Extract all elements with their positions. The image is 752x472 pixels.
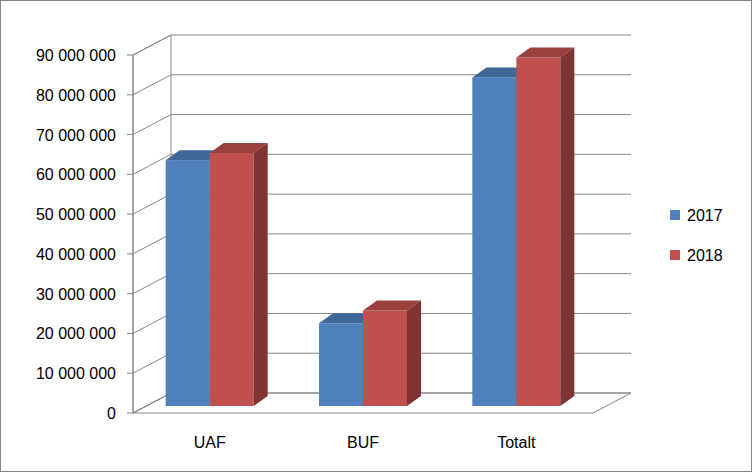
tick-mark — [127, 413, 133, 414]
y-tick-label: 90 000 000 — [36, 47, 116, 64]
y-tick-label: 50 000 000 — [36, 206, 116, 223]
bar-front — [516, 58, 560, 406]
y-tick-label: 70 000 000 — [36, 127, 116, 144]
tick-mark — [127, 174, 133, 175]
chart-svg: 0 10 000 000 20 000 000 30 000 000 40 000 00… — [0, 0, 752, 472]
y-tick-label: 80 000 000 — [36, 87, 116, 104]
bar-side — [560, 48, 574, 406]
legend-label: 2018 — [687, 247, 723, 264]
bar-side — [407, 301, 421, 406]
bar — [516, 48, 574, 406]
x-tick-label: Totalt — [497, 434, 536, 451]
chart-container: 0 10 000 000 20 000 000 30 000 000 40 000 00… — [0, 0, 752, 472]
bar — [363, 301, 421, 406]
grid — [127, 35, 631, 413]
tick-mark — [127, 293, 133, 294]
walls — [133, 35, 631, 413]
legend-swatch — [670, 210, 680, 220]
tick-mark — [127, 94, 133, 95]
tick-mark — [127, 134, 133, 135]
y-axis — [133, 55, 134, 413]
tick-mark — [127, 253, 133, 254]
chart-frame — [1, 1, 752, 472]
bar — [210, 143, 268, 406]
y-tick-label: 10 000 000 — [36, 365, 116, 382]
y-tick-label: 20 000 000 — [36, 325, 116, 342]
tick-mark — [127, 55, 133, 56]
x-tick-label: UAF — [194, 434, 226, 451]
y-tick-label: 40 000 000 — [36, 246, 116, 263]
x-tick-label: BUF — [347, 434, 379, 451]
bar-front — [363, 311, 407, 406]
bar-front — [166, 160, 210, 406]
y-tick-label: 0 — [107, 405, 116, 422]
legend-swatch — [670, 250, 680, 260]
bar-side — [254, 143, 268, 406]
legend-label: 2017 — [687, 207, 723, 224]
y-tick-label: 60 000 000 — [36, 166, 116, 183]
tick-mark — [127, 214, 133, 215]
legend: 2017 2018 — [670, 207, 723, 264]
bar-front — [210, 153, 254, 406]
y-tick-label: 30 000 000 — [36, 286, 116, 303]
bar-front — [472, 77, 516, 406]
tick-mark — [127, 333, 133, 334]
bar-front — [319, 323, 363, 406]
tick-mark — [127, 373, 133, 374]
bars — [166, 48, 575, 406]
